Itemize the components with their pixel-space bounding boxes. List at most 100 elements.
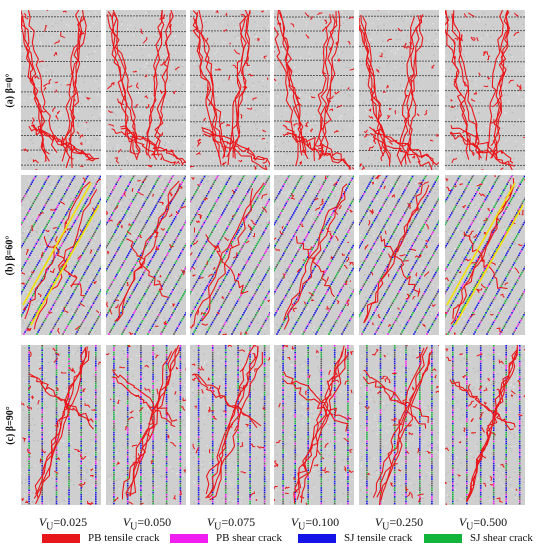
row-label-b: (b) β=60°: [0, 175, 20, 335]
joint-line: [190, 175, 259, 295]
pb-crack-network: [445, 175, 525, 335]
joint-line: [21, 175, 101, 318]
joint-line: [359, 175, 415, 272]
legend-swatch: [170, 533, 208, 543]
panel-r2-c5: [359, 175, 439, 335]
rock-texture: [106, 175, 186, 335]
joint-line: [41, 345, 43, 505]
pb-crack-network: [274, 175, 354, 330]
joint-line: [359, 175, 376, 203]
panel-r2-c4: [274, 175, 354, 335]
legend-swatch: [424, 533, 462, 543]
pb-crack-network: [274, 345, 354, 505]
joint-line: [274, 175, 304, 226]
col-label-1: VU=0.025: [38, 515, 88, 533]
joint-line: [88, 312, 101, 335]
joint-line: [452, 345, 454, 505]
joint-line: [134, 242, 186, 335]
joint-line: [179, 345, 182, 505]
joint-line: [244, 289, 270, 335]
pb-crack-network: [445, 345, 525, 505]
joint-line: [359, 175, 439, 318]
joint-line: [379, 345, 382, 505]
row-label-text: (a) β=0°: [4, 72, 16, 108]
joint-line: [106, 175, 136, 226]
col-label-4: VU=0.100: [290, 515, 340, 533]
joint-line: [499, 289, 525, 335]
joint-line: [361, 196, 439, 335]
joint-line: [276, 196, 354, 335]
legend-swatch: [42, 533, 80, 543]
pb-crack-network: [106, 345, 186, 505]
joint-line: [307, 345, 309, 505]
panel-r3-c2: [106, 345, 186, 505]
col-label-5: VU=0.250: [374, 515, 424, 533]
rock-texture: [445, 345, 525, 505]
panel-r1-c6: [445, 10, 525, 170]
joint-line: [274, 175, 330, 272]
legend-label: SJ tensile crack: [344, 532, 413, 544]
pb-crack-network: [191, 345, 270, 501]
joint-line: [263, 345, 266, 505]
joint-line: [95, 345, 97, 505]
joint-line: [479, 345, 482, 505]
legend: PB tensile crack PB shear crack SJ tensi…: [0, 532, 536, 548]
row-label-text: (c) β=90°: [4, 405, 16, 445]
pb-crack-network: [107, 10, 186, 170]
joint-line: [387, 242, 439, 335]
pb-crack-network: [445, 10, 525, 170]
joint-line: [445, 175, 462, 203]
joint-line: [445, 175, 514, 295]
joint-line: [315, 266, 354, 335]
joint-line: [23, 196, 101, 335]
joint-line: [173, 312, 186, 335]
panel-r1-c5: [359, 10, 439, 170]
highlight-band: [22, 182, 100, 326]
joint-line: [426, 312, 439, 335]
joint-line: [160, 289, 186, 335]
joint-line: [140, 345, 142, 505]
joint-line: [165, 345, 168, 505]
panel-r2-c2: [106, 175, 186, 335]
pb-crack-network: [106, 178, 186, 335]
joint-line: [359, 175, 389, 226]
legend-item-sj-tensile: SJ tensile crack: [298, 532, 412, 544]
legend-item-sj-shear: SJ shear crack: [424, 532, 533, 544]
joint-line: [113, 345, 115, 505]
legend-item-pb-tensile: PB tensile crack: [42, 532, 159, 544]
joint-line: [405, 345, 407, 505]
joint-line: [106, 175, 162, 272]
joint-line: [302, 242, 354, 335]
joint-line: [190, 175, 233, 249]
panel-r2-c6: [445, 175, 525, 335]
rock-texture: [191, 175, 270, 335]
joint-line: [347, 345, 349, 505]
joint-line: [36, 219, 101, 335]
legend-label: PB shear crack: [216, 532, 282, 544]
panel-r1-c3: [190, 10, 270, 170]
joint-line: [147, 266, 186, 335]
rock-texture: [274, 345, 354, 505]
panel-r3-c1: [21, 345, 101, 505]
legend-label: PB tensile crack: [88, 532, 160, 544]
joint-line: [126, 345, 129, 505]
joint-line: [431, 345, 433, 505]
joint-line: [249, 345, 251, 505]
joint-line: [106, 175, 123, 203]
pb-crack-network: [21, 177, 101, 334]
legend-label: SJ shear crack: [470, 532, 533, 544]
joint-line: [400, 266, 439, 335]
joint-line: [197, 345, 200, 505]
joint-line: [21, 175, 77, 272]
pb-crack-network: [190, 176, 270, 335]
pb-crack-network: [21, 346, 101, 505]
pb-crack-network: [21, 10, 100, 170]
pb-crack-network: [359, 345, 439, 505]
joint-line: [328, 289, 354, 335]
panel-r3-c6: [445, 345, 525, 505]
panel-r3-c4: [274, 345, 354, 505]
joint-line: [512, 312, 525, 335]
panel-r1-c1: [21, 10, 101, 170]
joint-line: [445, 175, 475, 226]
